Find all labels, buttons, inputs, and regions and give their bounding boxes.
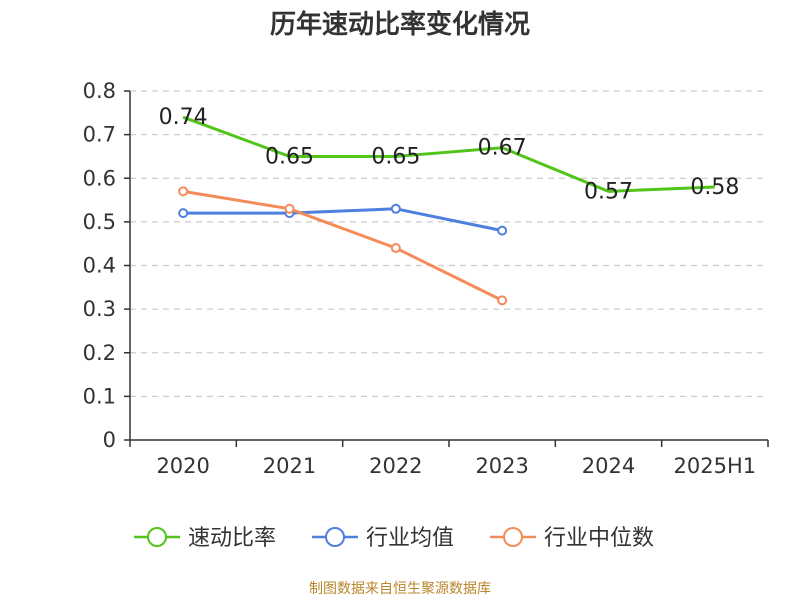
data-label: 0.58 xyxy=(690,175,739,200)
data-point xyxy=(497,225,508,236)
source-note: 制图数据来自恒生聚源数据库 xyxy=(309,581,491,597)
data-label: 0.67 xyxy=(478,136,527,161)
y-tick-label: 0.8 xyxy=(83,79,116,103)
x-tick-label: 2020 xyxy=(156,454,209,478)
x-tick-label: 2022 xyxy=(369,454,422,478)
legend-item: 行业均值 xyxy=(312,526,454,551)
series-line xyxy=(182,189,503,302)
y-tick-label: 0.1 xyxy=(83,384,116,408)
y-tick-label: 0.5 xyxy=(83,210,116,234)
data-label: 0.57 xyxy=(584,179,633,204)
legend-label: 行业中位数 xyxy=(544,526,654,551)
legend: 速动比率 行业均值 行业中位数 xyxy=(134,526,654,551)
grid-lines xyxy=(130,90,768,397)
chart-title: 历年速动比率变化情况 xyxy=(269,10,530,40)
y-tick-label: 0.4 xyxy=(83,254,116,278)
legend-item: 速动比率 xyxy=(134,526,276,551)
x-tick-label: 2025H1 xyxy=(674,454,757,478)
legend-marker xyxy=(147,527,167,547)
data-label: 0.65 xyxy=(265,144,314,169)
legend-marker xyxy=(325,527,345,547)
data-labels: 0.74 0.65 0.65 0.67 0.57 0.58 xyxy=(159,105,740,204)
series-line xyxy=(183,207,503,233)
data-label: 0.74 xyxy=(159,105,208,130)
series-line xyxy=(182,115,715,193)
y-tick-label: 0.3 xyxy=(83,297,116,321)
data-point xyxy=(284,203,295,214)
legend-item: 行业中位数 xyxy=(490,526,654,551)
y-tick-label: 0.7 xyxy=(83,123,116,147)
legend-label: 速动比率 xyxy=(188,526,276,551)
y-tick-label: 0.6 xyxy=(83,166,116,190)
series-lines xyxy=(178,115,715,306)
data-point xyxy=(178,186,189,197)
x-tick-label: 2024 xyxy=(582,454,635,478)
data-point xyxy=(497,295,508,306)
y-tick-label: 0 xyxy=(103,428,116,452)
data-point xyxy=(178,208,189,219)
data-label: 0.65 xyxy=(371,144,420,169)
x-tick-label: 2023 xyxy=(475,454,528,478)
legend-marker xyxy=(503,527,523,547)
data-point xyxy=(390,243,401,254)
data-point xyxy=(390,203,401,214)
legend-label: 行业均值 xyxy=(366,526,454,551)
y-tick-label: 0.2 xyxy=(83,341,116,365)
x-tick-label: 2021 xyxy=(263,454,316,478)
axes: 0 0.1 0.2 0.3 0.4 0.5 0.6 0.7 0.8 2020 2021 2022 202… xyxy=(83,79,769,478)
